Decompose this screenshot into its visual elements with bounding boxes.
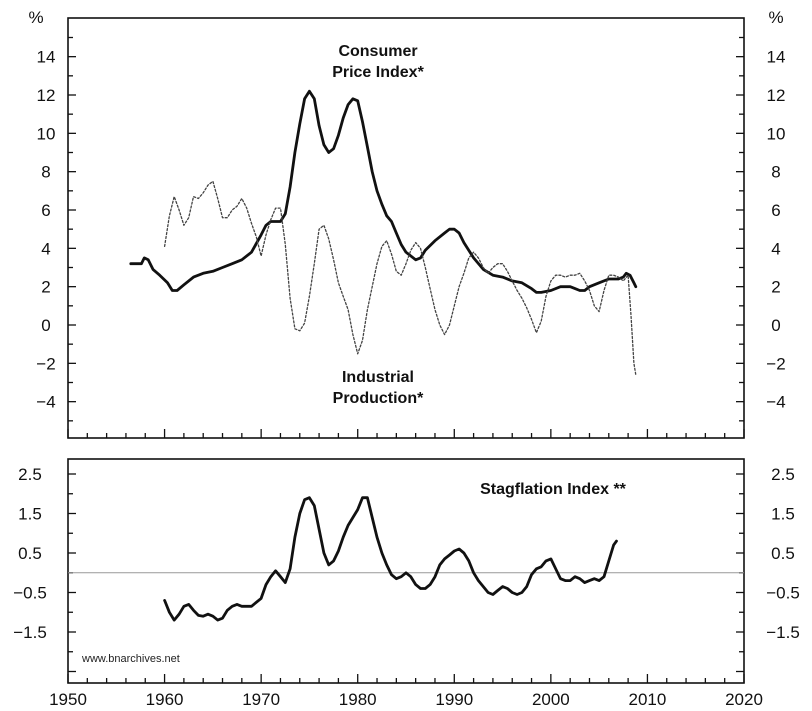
bottom-right-tick-label: −1.5 <box>766 623 800 642</box>
bottom-right-tick-label: 0.5 <box>771 544 795 563</box>
top-right-tick-label: 6 <box>771 201 780 220</box>
bottom-left-tick-label: 1.5 <box>18 505 42 524</box>
top-right-tick-label: 10 <box>767 124 786 143</box>
top-right-tick-label: 2 <box>771 278 780 297</box>
bottom-plot-frame <box>67 458 745 684</box>
cpi-line <box>129 89 638 294</box>
top-left-tick-label: 0 <box>41 316 50 335</box>
bottom-right-tick-label: −0.5 <box>766 584 800 603</box>
industrial-production-line <box>163 180 637 376</box>
x-tick-label: 2010 <box>629 690 667 709</box>
bottom-right-tick-label: 1.5 <box>771 505 795 524</box>
stagflation-index-line <box>163 496 618 622</box>
bottom-right-tick-label: 2.5 <box>771 465 795 484</box>
top-left-unit-label: % <box>28 8 43 27</box>
bottom-left-y-axis: 2.5 1.5 0.5 −0.5 −1.5 <box>13 465 76 673</box>
x-tick-label: 1990 <box>435 690 473 709</box>
bottom-series-group <box>163 496 618 622</box>
bottom-right-y-axis: 2.5 1.5 0.5 −0.5 −1.5 <box>736 465 800 673</box>
x-tick-label: 1970 <box>242 690 280 709</box>
top-right-y-axis: 14 12 10 8 6 4 2 0 −2 −4 <box>736 36 786 422</box>
x-tick-label: 2000 <box>532 690 570 709</box>
bottom-left-tick-label: 2.5 <box>18 465 42 484</box>
x-tick-label: 1980 <box>339 690 377 709</box>
ip-annotation-line-1: Industrial <box>342 369 414 386</box>
top-right-tick-label: 14 <box>767 48 786 67</box>
top-right-tick-label: 0 <box>771 316 780 335</box>
top-right-tick-label: −2 <box>766 354 785 373</box>
top-right-tick-label: 12 <box>767 86 786 105</box>
top-left-tick-label: −2 <box>36 354 55 373</box>
top-left-tick-label: 12 <box>37 86 56 105</box>
ip-annotation-line-2: Production* <box>333 390 424 407</box>
top-left-tick-label: 6 <box>41 201 50 220</box>
top-left-tick-label: 4 <box>41 239 50 258</box>
bottom-panel: 2.5 1.5 0.5 −0.5 −1.5 2.5 1.5 0.5 −0.5 −1.5 Stag… <box>13 429 800 709</box>
top-left-tick-label: 2 <box>41 278 50 297</box>
cpi-annotation-line-1: Consumer <box>338 43 417 60</box>
x-tick-label: 2020 <box>725 690 763 709</box>
x-tick-label: 1950 <box>49 690 87 709</box>
top-right-unit-label: % <box>768 8 783 27</box>
x-axis: 1950 1960 1970 1980 1990 2000 2010 2020 <box>49 429 763 709</box>
top-left-y-axis: 14 12 10 8 6 4 2 0 −2 −4 <box>36 36 76 422</box>
top-left-tick-label: −4 <box>36 393 55 412</box>
bottom-left-tick-label: −1.5 <box>13 623 47 642</box>
bottom-left-tick-label: −0.5 <box>13 584 47 603</box>
top-left-tick-label: 14 <box>37 48 56 67</box>
top-left-tick-label: 10 <box>37 124 56 143</box>
top-panel: % % 14 12 10 8 6 4 2 0 −2 −4 14 12 10 8 6 4 2 0 −2 −4 Cons… <box>28 8 786 439</box>
stagflation-annotation: Stagflation Index ** <box>480 481 627 498</box>
cpi-annotation-line-2: Price Index* <box>332 64 424 81</box>
top-right-tick-label: 4 <box>771 239 780 258</box>
top-series-group <box>129 89 638 376</box>
top-plot-frame <box>67 17 745 439</box>
top-left-tick-label: 8 <box>41 163 50 182</box>
x-tick-label: 1960 <box>146 690 184 709</box>
top-right-tick-label: 8 <box>771 163 780 182</box>
source-credit: www.bnarchives.net <box>81 653 180 665</box>
bottom-left-tick-label: 0.5 <box>18 544 42 563</box>
top-right-tick-label: −4 <box>766 393 785 412</box>
